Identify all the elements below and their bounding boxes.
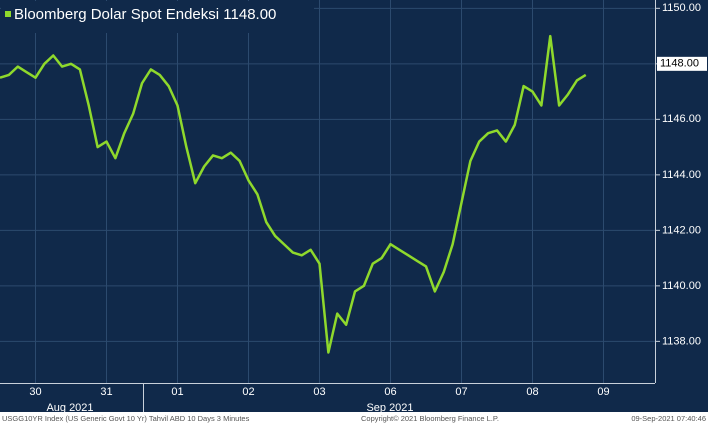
y-tick-label: 1144.00 (662, 169, 701, 181)
footer-source: USGG10YR Index (US Generic Govt 10 Yr) T… (2, 414, 250, 423)
current-value-label: 1148.00 (660, 58, 699, 70)
x-tick-label: 07 (455, 386, 467, 398)
footer-timestamp: 09-Sep-2021 07:40:46 (631, 414, 706, 423)
x-tick-label: 30 (29, 386, 41, 398)
legend-swatch (5, 11, 11, 17)
x-tick-label: 31 (100, 386, 112, 398)
footer-copyright: Copyright© 2021 Bloomberg Finance L.P. (361, 414, 499, 423)
x-tick-label: 06 (384, 386, 396, 398)
legend-box (1, 1, 314, 33)
x-tick-label: 03 (313, 386, 325, 398)
y-tick-label: 1150.00 (662, 2, 701, 14)
x-tick-label: 01 (171, 386, 183, 398)
x-tick-label: 08 (526, 386, 538, 398)
plot-area (0, 0, 655, 383)
chart-title: Bloomberg Dolar Spot Endeksi 1148.00 (14, 6, 276, 23)
y-tick-label: 1146.00 (662, 113, 701, 125)
background (0, 0, 708, 412)
current-value-box (657, 56, 707, 71)
y-tick-label: 1140.00 (662, 280, 701, 292)
y-tick-label: 1138.00 (662, 335, 701, 347)
x-tick-label: 09 (597, 386, 609, 398)
month-label: Aug 2021 (46, 402, 93, 414)
x-tick-label: 02 (242, 386, 254, 398)
y-tick-label: 1142.00 (662, 224, 701, 236)
month-label: Sep 2021 (366, 402, 413, 414)
footer-band (0, 412, 708, 425)
price-line (0, 34, 587, 354)
